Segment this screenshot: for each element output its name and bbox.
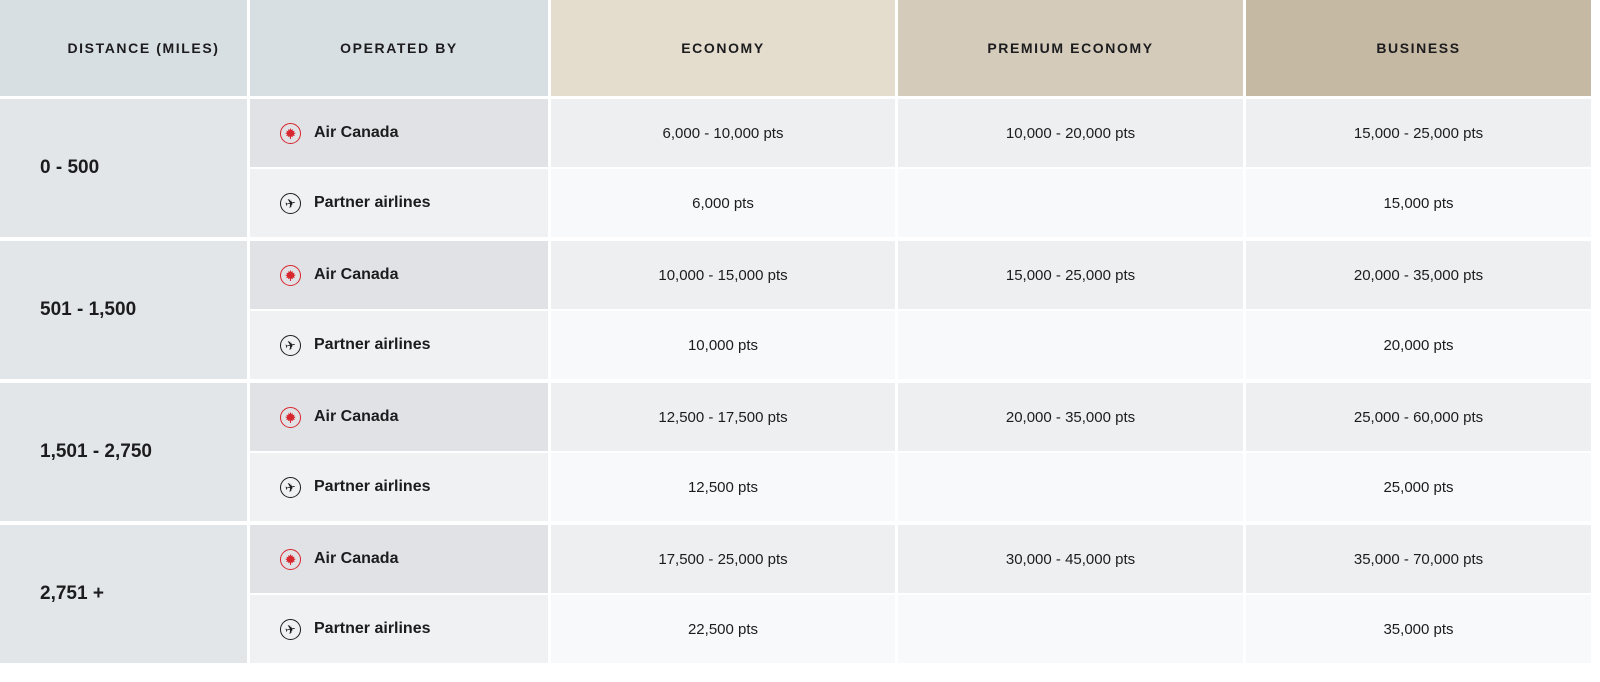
business-value: 15,000 - 25,000 pts <box>1246 99 1591 167</box>
economy-value: 12,500 pts <box>551 453 895 521</box>
distance-label: 2,751 + <box>0 525 247 663</box>
header-operated-by: OPERATED BY <box>250 0 548 96</box>
premium-economy-value <box>898 453 1243 521</box>
business-value: 25,000 pts <box>1246 453 1591 521</box>
distance-group: 501 - 1,500 Air Canada 10,000 - 15,000 p… <box>0 241 1600 379</box>
economy-value: 17,500 - 25,000 pts <box>551 525 895 593</box>
header-distance: DISTANCE (MILES) <box>0 0 247 96</box>
operator-label: Partner airlines <box>314 620 431 637</box>
operator-cell-air-canada: Air Canada <box>250 525 548 593</box>
operator-label: Air Canada <box>314 408 399 425</box>
distance-group: 2,751 + Air Canada 17,500 - 25,000 pts 3… <box>0 525 1600 663</box>
business-value: 35,000 - 70,000 pts <box>1246 525 1591 593</box>
operator-label: Partner airlines <box>314 194 431 211</box>
operator-cell-partner: ✈ Partner airlines <box>250 453 548 521</box>
air-canada-maple-leaf-icon <box>280 406 301 428</box>
business-value: 25,000 - 60,000 pts <box>1246 383 1591 451</box>
operator-cell-partner: ✈ Partner airlines <box>250 595 548 663</box>
operator-label: Air Canada <box>314 550 399 567</box>
distance-group: 0 - 500 Air Canada 6,000 - 10,000 pts 10… <box>0 99 1600 237</box>
partner-airplane-icon: ✈ <box>280 618 301 640</box>
distance-label: 501 - 1,500 <box>0 241 247 379</box>
partner-airplane-icon: ✈ <box>280 334 301 356</box>
distance-group: 1,501 - 2,750 Air Canada 12,500 - 17,500… <box>0 383 1600 521</box>
table-header: DISTANCE (MILES) OPERATED BY ECONOMY PRE… <box>0 0 1600 96</box>
premium-economy-value <box>898 311 1243 379</box>
economy-value: 22,500 pts <box>551 595 895 663</box>
economy-value: 6,000 pts <box>551 169 895 237</box>
economy-value: 10,000 - 15,000 pts <box>551 241 895 309</box>
operator-label: Partner airlines <box>314 478 431 495</box>
economy-value: 12,500 - 17,500 pts <box>551 383 895 451</box>
operator-cell-air-canada: Air Canada <box>250 99 548 167</box>
premium-economy-value <box>898 169 1243 237</box>
partner-airplane-icon: ✈ <box>280 476 301 498</box>
operator-label: Air Canada <box>314 266 399 283</box>
business-value: 20,000 - 35,000 pts <box>1246 241 1591 309</box>
operator-cell-partner: ✈ Partner airlines <box>250 311 548 379</box>
premium-economy-value: 10,000 - 20,000 pts <box>898 99 1243 167</box>
premium-economy-value <box>898 595 1243 663</box>
business-value: 20,000 pts <box>1246 311 1591 379</box>
operator-cell-partner: ✈ Partner airlines <box>250 169 548 237</box>
header-premium-economy: PREMIUM ECONOMY <box>898 0 1243 96</box>
reward-chart-table: DISTANCE (MILES) OPERATED BY ECONOMY PRE… <box>0 0 1600 663</box>
economy-value: 6,000 - 10,000 pts <box>551 99 895 167</box>
premium-economy-value: 30,000 - 45,000 pts <box>898 525 1243 593</box>
partner-airplane-icon: ✈ <box>280 192 301 214</box>
operator-cell-air-canada: Air Canada <box>250 383 548 451</box>
distance-label: 1,501 - 2,750 <box>0 383 247 521</box>
operator-label: Air Canada <box>314 124 399 141</box>
header-business: BUSINESS <box>1246 0 1591 96</box>
economy-value: 10,000 pts <box>551 311 895 379</box>
header-economy: ECONOMY <box>551 0 895 96</box>
operator-label: Partner airlines <box>314 336 431 353</box>
distance-label: 0 - 500 <box>0 99 247 237</box>
operator-cell-air-canada: Air Canada <box>250 241 548 309</box>
air-canada-maple-leaf-icon <box>280 548 301 570</box>
air-canada-maple-leaf-icon <box>280 122 301 144</box>
business-value: 15,000 pts <box>1246 169 1591 237</box>
business-value: 35,000 pts <box>1246 595 1591 663</box>
air-canada-maple-leaf-icon <box>280 264 301 286</box>
premium-economy-value: 15,000 - 25,000 pts <box>898 241 1243 309</box>
premium-economy-value: 20,000 - 35,000 pts <box>898 383 1243 451</box>
